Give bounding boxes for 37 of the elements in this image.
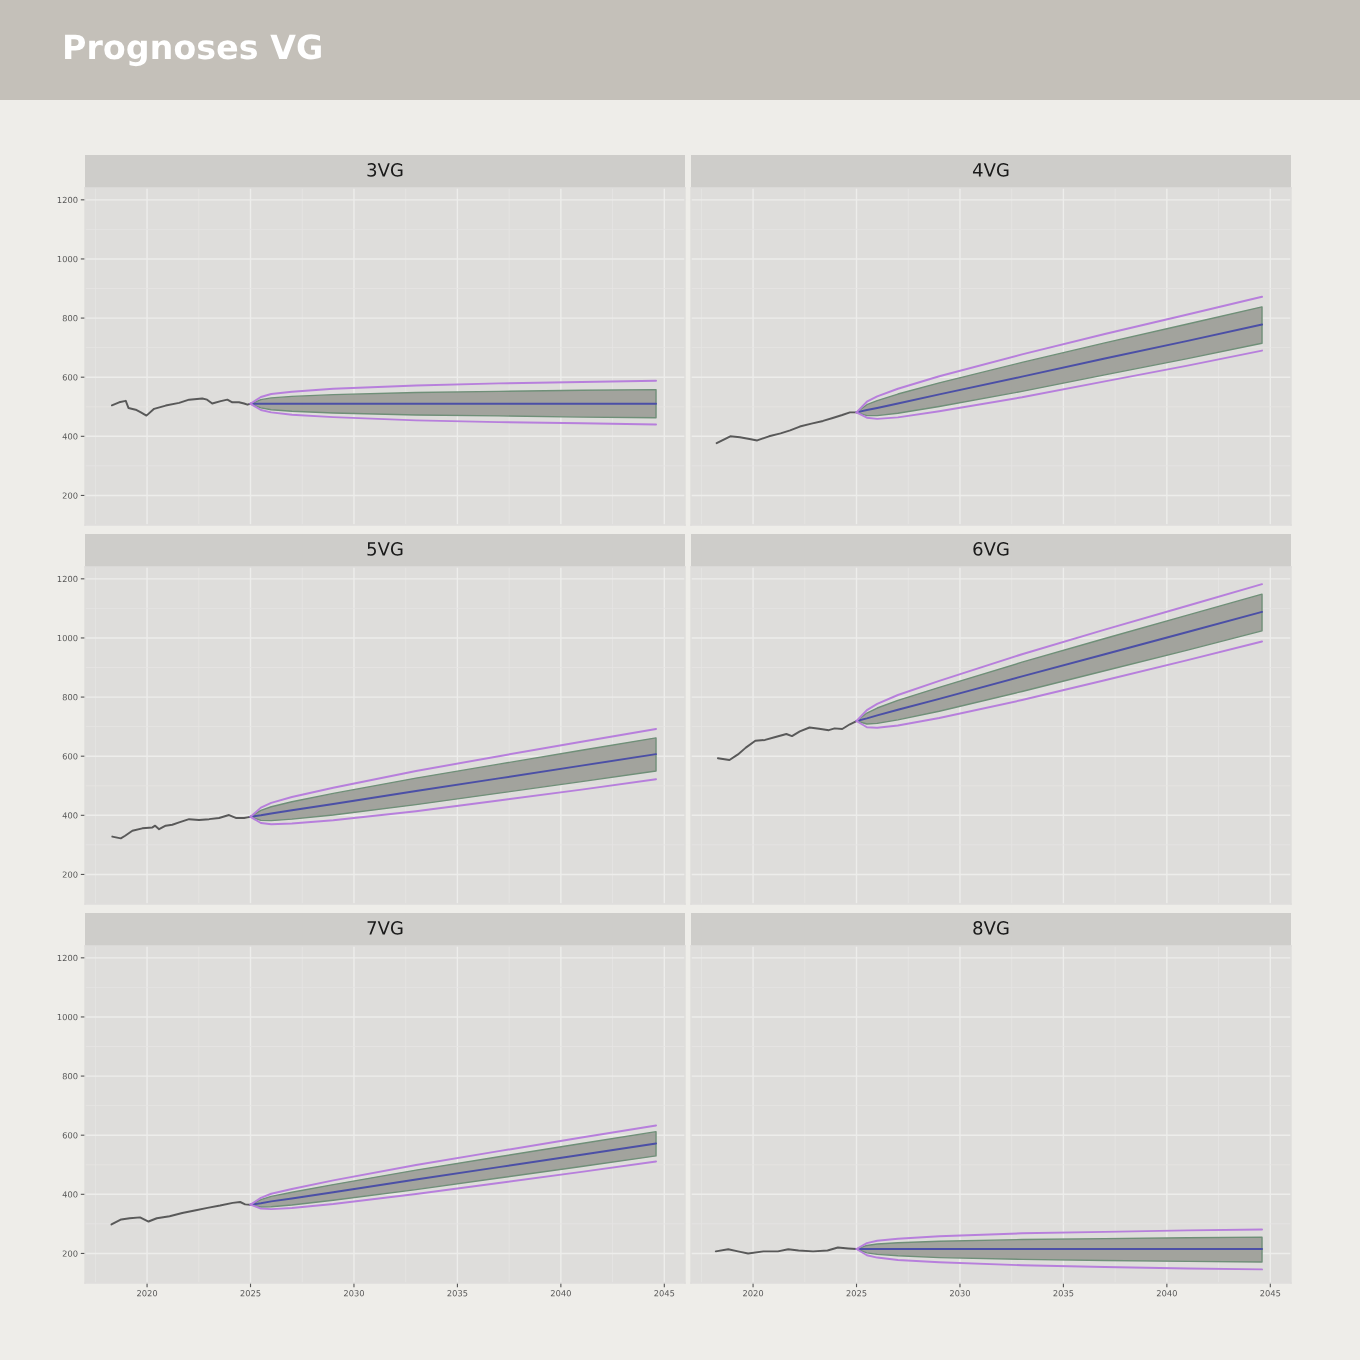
x-tick-label: 2040: [1156, 1290, 1177, 1297]
y-tick-label: 600: [62, 1132, 78, 1139]
x-tick-label: 2020: [137, 1290, 158, 1297]
x-tick-label: 2040: [550, 1290, 571, 1297]
chart-title: 8VG: [973, 921, 1009, 935]
y-tick-label: 1200: [57, 575, 78, 583]
chart-title: 6VG: [973, 542, 1009, 556]
y-tick-label: 400: [62, 1191, 78, 1198]
x-tick-label: 2045: [1260, 1290, 1281, 1297]
y-tick-label: 200: [62, 1250, 78, 1257]
text: Prognoses VG: [65, 34, 321, 67]
y-tick-label: 600: [62, 753, 78, 760]
y-tick-label: 400: [62, 433, 78, 440]
y-tick-label: 1200: [57, 954, 78, 962]
y-tick-label: 800: [62, 1073, 78, 1080]
x-tick-label: 2035: [447, 1290, 468, 1297]
y-tick-label: 1000: [57, 255, 78, 263]
chart-title: 3VG: [367, 163, 403, 177]
chart-title: 4VG: [972, 163, 1009, 177]
x-tick-label: 2035: [1053, 1290, 1074, 1297]
y-tick-label: 400: [62, 812, 78, 819]
y-tick-label: 1000: [57, 1013, 78, 1021]
chart-title: 5VG: [367, 542, 403, 556]
y-tick-label: 200: [62, 492, 78, 499]
chart-title: 7VG: [367, 921, 403, 935]
x-tick-label: 2030: [949, 1290, 971, 1297]
y-tick-label: 800: [62, 315, 78, 322]
y-tick-label: 1000: [57, 634, 78, 642]
y-tick-label: 800: [62, 694, 78, 701]
x-tick-label: 2025: [846, 1290, 867, 1297]
y-tick-label: 600: [62, 374, 78, 381]
y-tick-label: 200: [62, 871, 78, 878]
x-tick-label: 2045: [654, 1290, 675, 1297]
x-tick-label: 2020: [743, 1290, 764, 1297]
x-tick-label: 2025: [240, 1290, 261, 1297]
x-tick-label: 2030: [343, 1290, 365, 1297]
y-tick-label: 1200: [57, 196, 78, 204]
